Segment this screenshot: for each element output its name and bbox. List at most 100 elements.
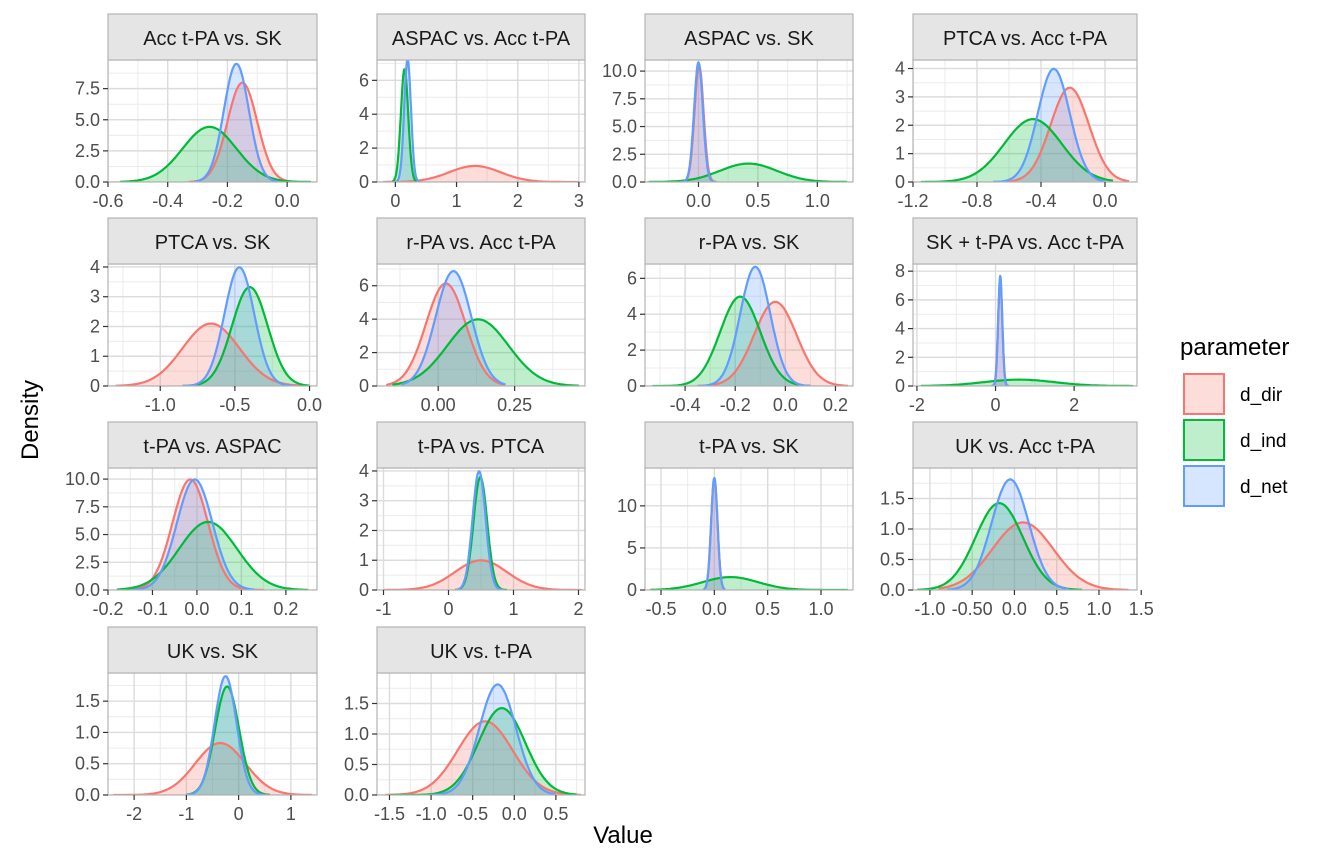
facet-strip: [107, 13, 318, 61]
y-tick-label: 5.0: [612, 117, 637, 137]
y-tick-label: 10.0: [65, 469, 100, 489]
x-tick-label: 0.0: [1002, 599, 1027, 619]
density-area-d-net: [186, 676, 268, 795]
density-line-d-ind: [182, 286, 310, 386]
density-layer: [115, 266, 310, 386]
y-tick-label: 0.0: [75, 172, 100, 192]
x-tick-label: 0: [991, 395, 1001, 415]
y-tick-label: 7.5: [75, 79, 100, 99]
facet-title: r-PA vs. Acc t-PA: [406, 232, 556, 254]
facet-strip: [107, 626, 318, 674]
density-area-d-dir: [383, 560, 582, 590]
density-area-d-ind: [921, 119, 1113, 182]
facet-strip: [107, 217, 318, 265]
density-area-d-dir: [385, 721, 581, 795]
density-layer: [648, 61, 848, 182]
legend-key-background: [1182, 418, 1226, 462]
facet-title: t-PA vs. SK: [699, 436, 799, 458]
y-tick-label: 1.0: [880, 519, 905, 539]
facet-title: ASPAC vs. SK: [684, 28, 814, 50]
y-tick-label: 0.0: [880, 580, 905, 600]
facet-panel: PTCA vs. SK -1.0 -0.5 0.0 0 1 2 3 4: [90, 217, 322, 415]
density-area-d-dir: [121, 479, 264, 590]
y-tick-label: 4: [895, 59, 905, 79]
x-tick-label: -1.5: [374, 804, 405, 824]
density-area-d-ind: [116, 521, 309, 590]
y-tick-label: 1: [359, 550, 369, 570]
y-tick-label: 0: [895, 172, 905, 192]
facet-strip: [912, 421, 1138, 469]
density-line-d-dir: [383, 559, 582, 590]
y-tick-label: 0: [627, 580, 637, 600]
x-tick-label: -0.4: [670, 395, 701, 415]
y-tick-label: 0: [90, 376, 100, 396]
density-area-d-ind: [652, 296, 811, 386]
x-tick-label: 0.1: [229, 599, 254, 619]
y-tick-label: 2.5: [612, 144, 637, 164]
x-tick-label: 0.5: [755, 599, 780, 619]
density-line-d-dir: [697, 300, 849, 386]
y-tick-label: 7.5: [75, 497, 100, 517]
y-tick-label: 6: [359, 70, 369, 90]
legend-key-d-ind: [1183, 419, 1225, 461]
y-tick-label: 10.0: [602, 61, 637, 81]
y-tick-label: 7.5: [612, 89, 637, 109]
facet-strip: [644, 217, 854, 265]
density-area-d-net: [993, 68, 1105, 182]
density-line-d-net: [182, 266, 295, 386]
density-line-d-ind: [119, 125, 312, 182]
x-tick-label: -0.5: [645, 599, 676, 619]
x-tick-label: 0.2: [273, 599, 298, 619]
density-area-d-ind: [920, 379, 1134, 386]
y-tick-label: 5.0: [75, 110, 100, 130]
x-tick-label: 2: [573, 599, 583, 619]
panel-grid: [377, 673, 585, 795]
x-tick-label: -2: [126, 804, 142, 824]
x-tick-label: -0.2: [212, 191, 243, 211]
x-tick-label: 0.0: [275, 191, 300, 211]
x-tick-label: 2: [1069, 395, 1079, 415]
x-tick-label: -0.5: [457, 804, 488, 824]
panel-grid: [108, 264, 317, 386]
y-tick-label: 0.5: [344, 755, 369, 775]
density-line-d-net: [194, 62, 279, 182]
density-layer: [921, 67, 1130, 182]
density-line-d-ind: [391, 68, 418, 182]
x-tick-label: -1: [178, 804, 194, 824]
density-area-d-dir: [938, 522, 1129, 590]
density-area-d-ind: [917, 503, 1083, 590]
x-tick-label: 0.5: [1044, 599, 1069, 619]
x-tick-label: -1.0: [914, 599, 945, 619]
facet-panel: Acc t-PA vs. SK -0.6 -0.4 -0.2 0.0 0.0 2.5 5.0 7…: [75, 13, 318, 211]
facet-title: PTCA vs. Acc t-PA: [943, 28, 1108, 50]
panel-grid: [913, 60, 1137, 182]
legend-key-d-dir: [1183, 373, 1225, 415]
y-tick-label: 0.0: [75, 785, 100, 805]
panel-grid: [913, 264, 1137, 386]
y-tick-label: 2: [895, 347, 905, 367]
y-tick-label: 5: [627, 538, 637, 558]
legend-label: d_net: [1240, 477, 1288, 498]
y-tick-label: 0: [359, 376, 369, 396]
density-area-d-dir: [991, 281, 1010, 386]
y-tick-label: 0: [359, 172, 369, 192]
density-layer: [385, 269, 579, 386]
x-tick-label: -0.2: [720, 395, 751, 415]
density-line-d-net: [946, 478, 1070, 590]
density-line-d-net: [431, 683, 557, 795]
x-tick-label: 0.0: [1092, 191, 1117, 211]
density-line-d-ind: [392, 318, 579, 386]
x-tick-label: 0.25: [497, 395, 532, 415]
panel-grid: [645, 60, 853, 182]
density-area-d-net: [401, 271, 506, 386]
y-tick-label: 8: [895, 261, 905, 281]
facet-panel: UK vs. t-PA -1.5 -1.0 -0.5 0.0 0.5 0.0 0.5 1.0 1.…: [344, 626, 586, 824]
facet-panel: UK vs. Acc t-PA -1.0 -0.50 0.0 0.5 1.0 1.5 0.0 0…: [880, 421, 1154, 619]
y-tick-label: 2.5: [75, 552, 100, 572]
y-tick-label: 1: [90, 346, 100, 366]
density-area-d-net: [946, 479, 1070, 590]
facet-strip: [376, 13, 586, 61]
x-tick-label: -0.6: [92, 191, 123, 211]
panel-grid: [377, 264, 585, 386]
